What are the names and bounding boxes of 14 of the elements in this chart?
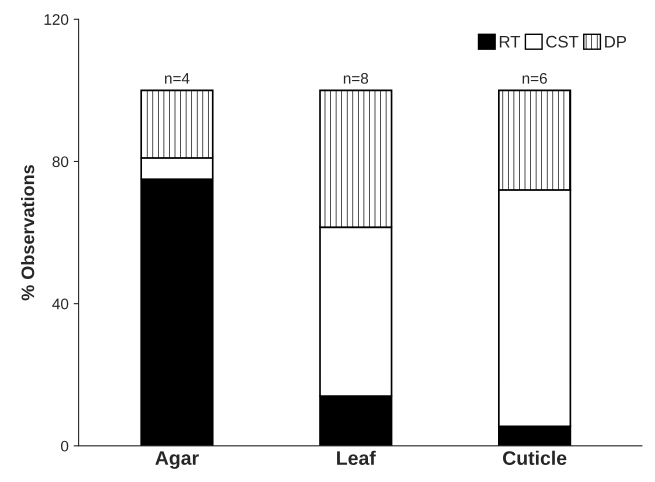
legend-label: CST xyxy=(546,36,578,48)
legend-label: RT xyxy=(500,36,520,48)
y-tick-label: 120 xyxy=(44,14,68,25)
y-axis-title: % Observations xyxy=(21,165,34,300)
legend-label: DP xyxy=(605,36,626,48)
y-tick-label: 0 xyxy=(60,440,68,452)
y-tick-label: 40 xyxy=(52,298,68,310)
annotation: n=6 xyxy=(522,72,547,84)
annotation: n=8 xyxy=(344,72,368,84)
y-tick-label: 80 xyxy=(52,156,68,168)
x-tick-label: Agar xyxy=(155,451,199,469)
x-tick-label: Leaf xyxy=(337,450,376,465)
annotation: n=4 xyxy=(165,73,190,84)
x-tick-label: Cuticle xyxy=(502,450,566,465)
